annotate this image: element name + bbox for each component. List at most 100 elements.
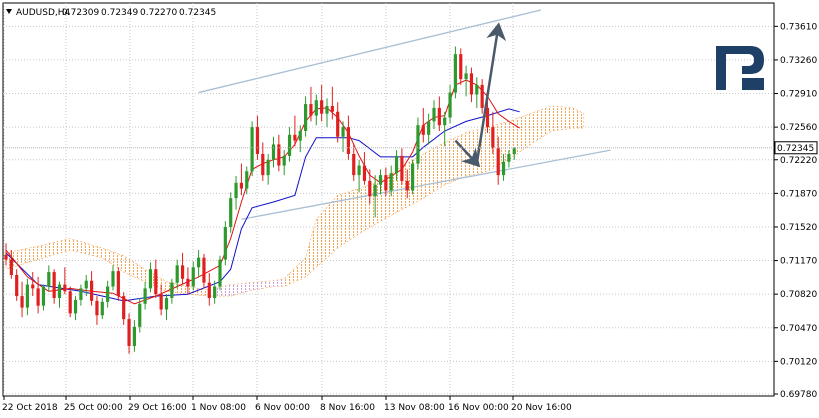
x-tick-label: 29 Oct 16:00 [128,403,187,413]
brand-logo-icon [716,46,764,90]
x-tick-label: 13 Nov 08:00 [384,403,445,413]
candle-body [25,284,29,308]
candle [405,169,409,199]
candle-body [336,111,340,137]
candle [491,111,495,154]
candle-body [229,198,233,227]
collapse-triangle-icon[interactable] [6,9,12,14]
candle [357,159,361,193]
candle [31,272,35,297]
candle-body [223,226,227,260]
chart-header: AUDUSD,H4 0.72309 0.72349 0.72270 0.7234… [6,8,216,18]
candle-body [507,154,511,162]
candle-body [122,296,126,320]
candle [368,169,372,204]
x-tick-label: 25 Oct 00:00 [64,403,123,413]
cloud-area-bear [209,278,285,297]
candle-body [57,284,62,298]
channel-line [241,149,611,220]
candle-body [384,175,388,191]
candle-body [15,274,19,297]
current-price-marker: 0.72345 [3,141,818,155]
candle [73,296,78,321]
candle-body [111,271,115,287]
candle-body [464,73,468,80]
candle-body [266,159,270,176]
candle-body [180,265,185,279]
candle-body [400,155,404,181]
candle [475,77,479,108]
channel-line [198,9,542,94]
candle-body [164,298,169,310]
candle [164,294,169,321]
candle [362,152,367,185]
candle-body [143,288,147,304]
candle [421,107,425,143]
candle [159,284,163,316]
candle [373,175,377,218]
candle [239,163,243,196]
candle-body [496,148,500,176]
candle-body [202,257,206,283]
candle [90,271,94,306]
candle [15,269,19,301]
candle-body [282,155,286,166]
candle [213,280,217,304]
candle-body [437,107,441,126]
y-tick-label: 0.70820 [780,290,817,300]
candle-body [36,288,40,306]
candle-body [90,280,94,301]
close-value: 0.72345 [179,8,216,18]
candle-body [501,161,506,176]
candle [122,292,126,325]
forecast-arrow [475,22,507,164]
x-tick-label: 22 Oct 2018 [2,403,58,413]
candle [464,65,468,97]
candle-body [389,173,393,191]
candle [287,127,292,162]
candle-body [485,107,490,128]
candle-body [287,134,292,156]
candle-body [191,267,195,287]
candle [255,115,260,160]
candle-body [31,284,35,289]
candle [116,267,120,301]
candle [25,278,29,316]
candle [191,261,195,291]
candle-body [491,127,495,149]
candle [127,313,131,354]
candle [63,267,67,295]
candle [9,250,13,279]
candle [138,298,142,333]
candle-body [411,163,415,191]
candle [346,115,350,160]
candle-body [186,278,190,287]
candle-body [159,294,163,310]
y-tick-label: 0.70120 [780,357,817,367]
candles [4,46,516,354]
candle-body [309,104,313,116]
open-value: 0.72309 [62,8,99,18]
candle [378,169,383,195]
candle-body [41,286,46,306]
candle-body [416,125,420,164]
candle-body [148,269,153,289]
candle-body [100,301,104,316]
candle [443,111,447,147]
candle [261,142,265,181]
candle [341,121,345,153]
candle-body [394,155,399,174]
y-tick-label: 0.71520 [780,223,817,233]
forecast-arrows [454,22,507,168]
candle-body [378,175,383,185]
y-tick-label: 0.72910 [780,90,817,100]
candle-body [320,100,324,114]
candle [202,253,206,289]
candle-body [357,165,361,176]
x-tick-label: 20 Nov 16:00 [511,403,572,413]
candle [57,281,62,308]
candle-body [421,125,425,135]
candle [207,273,211,306]
